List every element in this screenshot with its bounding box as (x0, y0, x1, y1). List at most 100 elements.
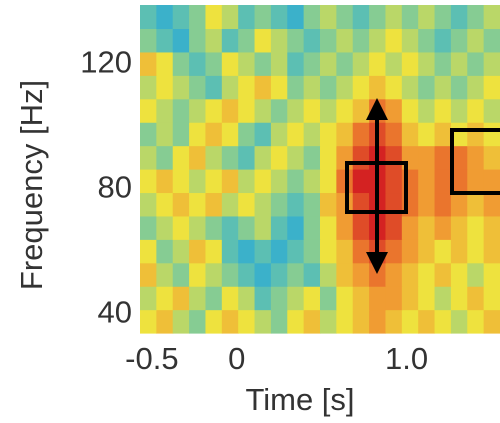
heatmap-cell (140, 192, 157, 217)
heatmap-cell (238, 5, 256, 30)
heatmap-cell (336, 262, 354, 287)
heatmap-cell (172, 122, 190, 147)
y-axis-label: Frequency [Hz] (14, 80, 49, 290)
arrow-head (366, 98, 388, 120)
heatmap-cell (140, 309, 157, 334)
heatmap-cell (336, 145, 354, 170)
heatmap-cell (320, 262, 337, 287)
y-tick-label: 80 (98, 169, 132, 204)
heatmap-cell (221, 28, 239, 53)
heatmap-cell (254, 262, 272, 287)
heatmap-cell (434, 169, 452, 194)
heatmap-cell (156, 215, 174, 240)
heatmap-cell (189, 122, 207, 147)
heatmap-cell (287, 122, 305, 147)
heatmap-cell (205, 286, 223, 311)
heatmap-cell (352, 215, 370, 240)
heatmap-cell (352, 239, 370, 264)
heatmap-cell (270, 169, 288, 194)
heatmap-cell (483, 145, 500, 170)
heatmap-cell (172, 239, 190, 264)
heatmap-cell (205, 215, 223, 240)
heatmap-cell (172, 192, 190, 217)
heatmap-cell (352, 286, 370, 311)
heatmap-cell (467, 169, 485, 194)
heatmap-cell (221, 309, 239, 334)
heatmap-cell (205, 122, 223, 147)
heatmap-cell (336, 5, 354, 30)
heatmap-cell (140, 98, 157, 123)
heatmap-cell (320, 192, 337, 217)
box (450, 128, 500, 195)
heatmap-cell (254, 169, 272, 194)
heatmap-cell (336, 169, 354, 194)
heatmap-cell (205, 5, 223, 30)
heatmap-cell (385, 309, 403, 334)
heatmap-cell (303, 5, 321, 30)
heatmap-cell (270, 192, 288, 217)
heatmap-cell (189, 192, 207, 217)
heatmap-cell (418, 309, 436, 334)
heatmap-cell (385, 262, 403, 287)
heatmap-cell (303, 215, 321, 240)
heatmap-cell (467, 286, 485, 311)
heatmap-cell (336, 75, 354, 100)
heatmap-cell (189, 98, 207, 123)
heatmap-cell (418, 286, 436, 311)
heatmap-cell (352, 145, 370, 170)
heatmap (140, 5, 500, 334)
heatmap-cell (483, 192, 500, 217)
heatmap-cell (418, 239, 436, 264)
heatmap-cell (450, 5, 468, 30)
heatmap-cell (369, 28, 387, 53)
heatmap-cell (336, 215, 354, 240)
heatmap-cell (254, 5, 272, 30)
heatmap-cell (140, 75, 157, 100)
heatmap-cell (205, 309, 223, 334)
heatmap-cell (205, 28, 223, 53)
heatmap-cell (352, 98, 370, 123)
heatmap-cell (418, 5, 436, 30)
heatmap-cell (467, 75, 485, 100)
heatmap-cell (221, 286, 239, 311)
heatmap-cell (450, 75, 468, 100)
heatmap-cell (303, 75, 321, 100)
heatmap-cell (483, 286, 500, 311)
heatmap-cell (270, 98, 288, 123)
heatmap-cell (221, 215, 239, 240)
heatmap-cell (221, 75, 239, 100)
heatmap-cell (320, 215, 337, 240)
heatmap-cell (287, 51, 305, 76)
heatmap-cell (352, 5, 370, 30)
heatmap-cell (450, 169, 468, 194)
heatmap-cell (303, 51, 321, 76)
heatmap-cell (172, 169, 190, 194)
heatmap-cell (156, 122, 174, 147)
heatmap-cell (254, 145, 272, 170)
heatmap-cell (467, 192, 485, 217)
heatmap-cell (287, 145, 305, 170)
heatmap-cell (254, 28, 272, 53)
heatmap-cell (385, 169, 403, 194)
heatmap-cell (418, 215, 436, 240)
heatmap-cell (401, 28, 419, 53)
heatmap-cell (418, 75, 436, 100)
heatmap-cell (336, 239, 354, 264)
heatmap-cell (172, 286, 190, 311)
heatmap-cell (483, 98, 500, 123)
heatmap-cell (483, 309, 500, 334)
heatmap-cell (287, 5, 305, 30)
heatmap-cell (205, 169, 223, 194)
heatmap-cell (434, 98, 452, 123)
heatmap-cell (238, 239, 256, 264)
heatmap-cell (352, 309, 370, 334)
heatmap-cell (401, 309, 419, 334)
heatmap-cell (450, 98, 468, 123)
heatmap-cell (221, 5, 239, 30)
heatmap-cell (238, 286, 256, 311)
heatmap-cell (221, 51, 239, 76)
x-tick-label: 0 (228, 341, 245, 376)
heatmap-cell (140, 239, 157, 264)
heatmap-cell (352, 122, 370, 147)
